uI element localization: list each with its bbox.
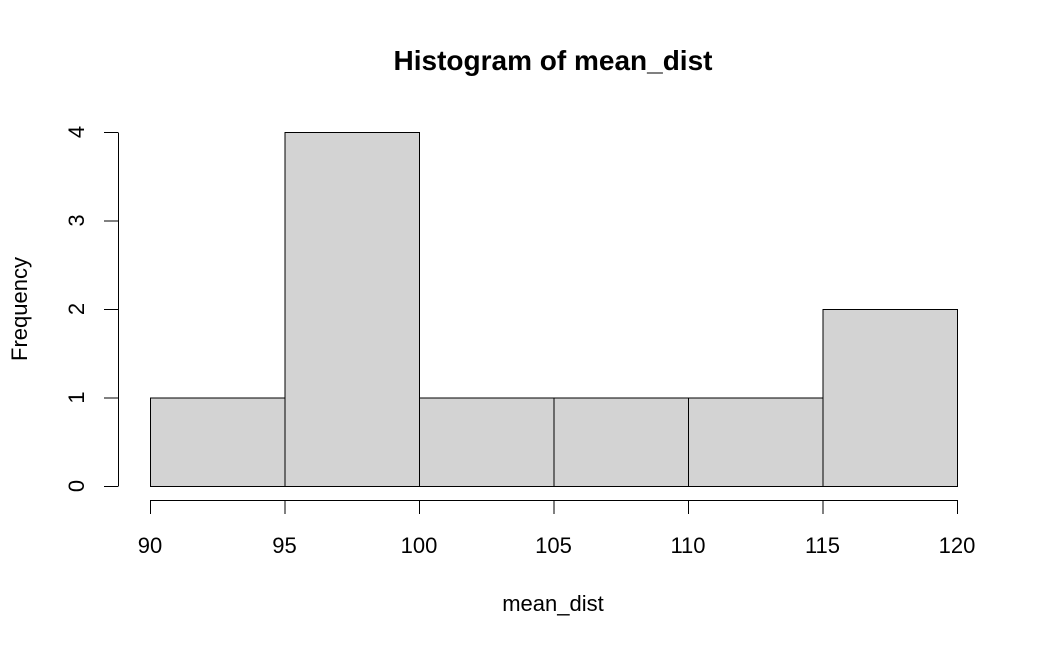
histogram-bar-1 <box>284 132 420 487</box>
y-tick-label-3: 3 <box>64 214 89 226</box>
y-axis: 0 1 2 3 4 <box>64 126 119 492</box>
histogram-bar-2 <box>419 397 555 487</box>
y-axis-label: Frequency <box>7 257 32 361</box>
y-tick-label-1: 1 <box>64 391 89 403</box>
x-tick-label-3: 105 <box>535 533 572 558</box>
y-tick-label-0: 0 <box>64 480 89 492</box>
x-axis: 90 95 100 105 110 115 120 <box>138 500 976 558</box>
x-tick-label-2: 100 <box>401 533 438 558</box>
x-tick-label-0: 90 <box>138 533 162 558</box>
chart-title: Histogram of mean_dist <box>394 45 713 76</box>
histogram-bar-4 <box>688 397 824 487</box>
y-tick-label-4: 4 <box>64 126 89 138</box>
histogram-bar-3 <box>553 397 689 487</box>
x-tick-label-5: 115 <box>805 533 840 558</box>
x-axis-label: mean_dist <box>502 591 604 616</box>
y-tick-label-2: 2 <box>64 303 89 315</box>
x-tick-label-6: 120 <box>939 533 976 558</box>
histogram-bar-5 <box>822 309 958 487</box>
histogram-bar-0 <box>150 397 286 487</box>
x-tick-label-4: 110 <box>670 533 705 558</box>
x-tick-label-1: 95 <box>272 533 296 558</box>
histogram-bars <box>150 132 958 487</box>
